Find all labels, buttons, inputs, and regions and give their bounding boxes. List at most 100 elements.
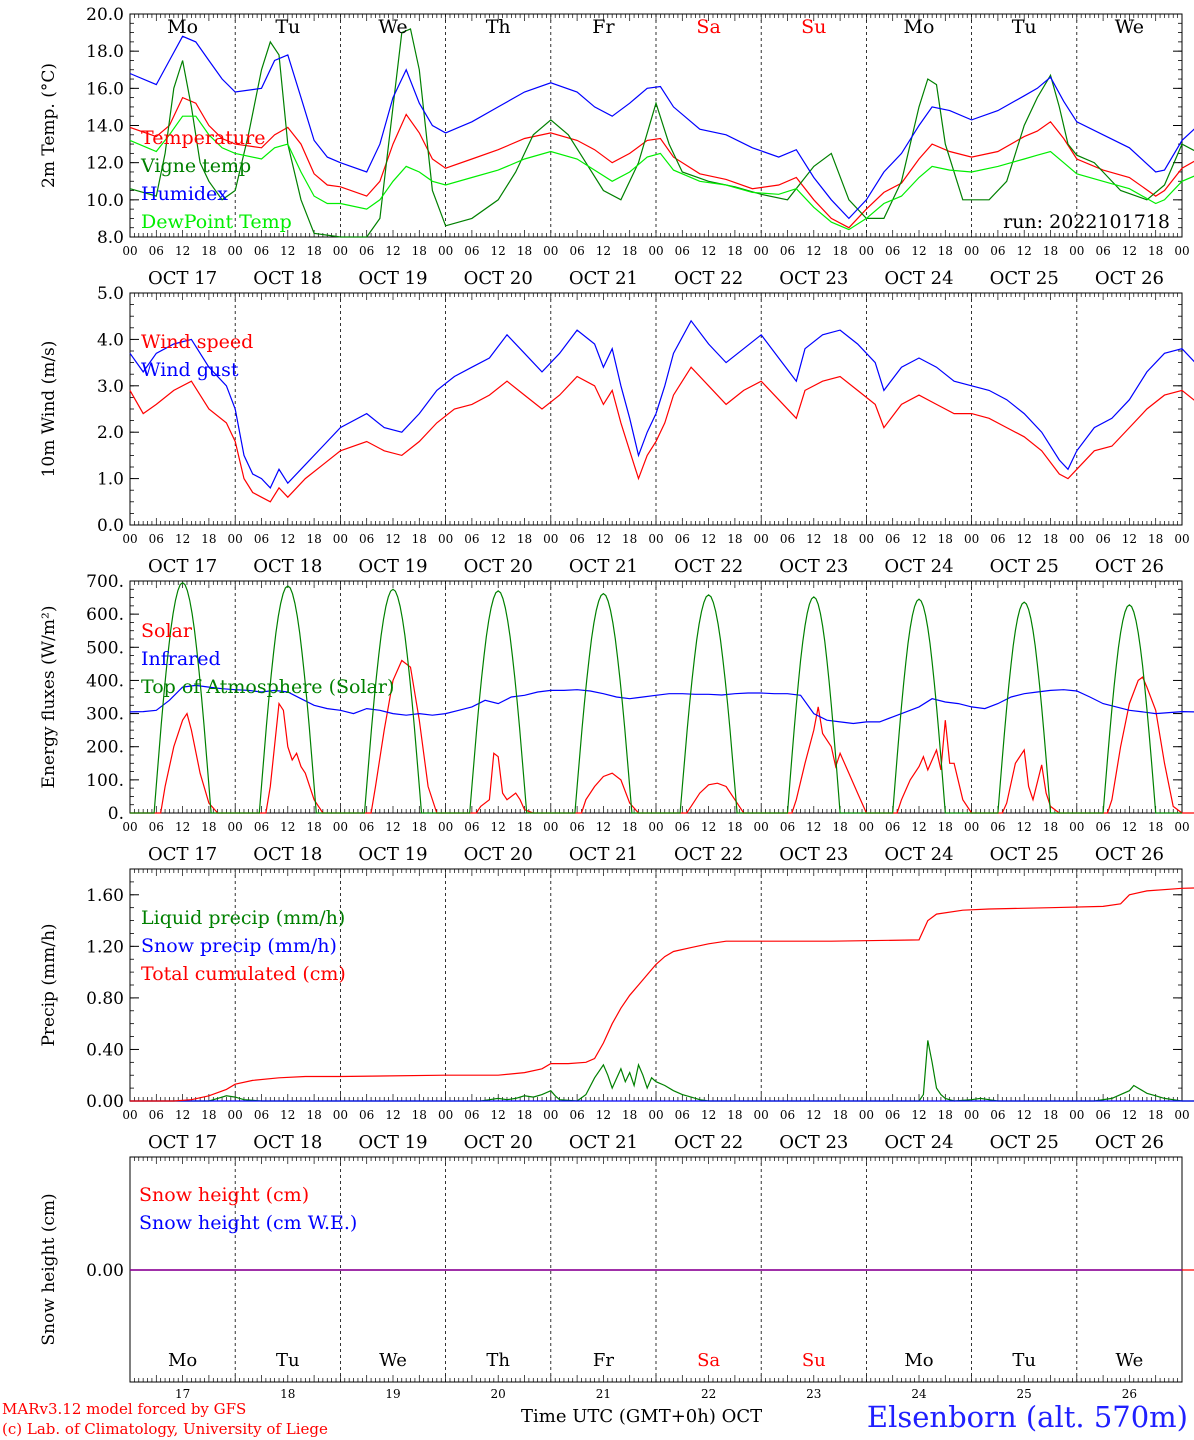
hour-tick-label: 12 (1122, 244, 1137, 258)
hour-tick-label: 00 (1174, 820, 1189, 834)
y-tick-label: 300. (86, 705, 124, 725)
hour-tick-label: 12 (1122, 1108, 1137, 1122)
date-label: OCT 19 (358, 556, 427, 577)
legend-entry: Wind speed (141, 331, 253, 353)
date-label: OCT 21 (569, 844, 638, 865)
series-line (129, 96, 1194, 229)
hour-tick-label: 12 (175, 244, 190, 258)
date-label: OCT 24 (884, 556, 953, 577)
legend-entry: Snow height (cm) (139, 1184, 309, 1206)
y-tick-label: 1.0 (97, 470, 124, 490)
series-line (129, 35, 1194, 220)
hour-tick-label: 06 (990, 820, 1005, 834)
hour-tick-label: 12 (280, 1108, 295, 1122)
hour-tick-label: 18 (517, 244, 532, 258)
hour-tick-label: 18 (1148, 1108, 1163, 1122)
y-tick-label: 8.0 (97, 228, 124, 248)
weekday-label: Th (486, 16, 511, 38)
hour-tick-label: 12 (701, 1108, 716, 1122)
date-label: OCT 20 (464, 844, 533, 865)
legend-entry: Liquid precip (mm/h) (141, 907, 345, 929)
date-label: OCT 20 (464, 1132, 533, 1153)
date-label: OCT 18 (253, 268, 322, 289)
legend-entry: Humidex (141, 183, 228, 205)
hour-tick-label: 06 (1095, 820, 1110, 834)
date-label: OCT 17 (148, 556, 217, 577)
y-tick-label: 12.0 (86, 154, 124, 174)
hour-tick-label: 12 (911, 244, 926, 258)
weekday-label: Mo (167, 16, 198, 38)
hour-tick-label: 12 (491, 244, 506, 258)
date-label: OCT 24 (884, 844, 953, 865)
hour-tick-label: 00 (1174, 1108, 1189, 1122)
series-line (129, 684, 1194, 725)
hour-tick-label: 18 (412, 820, 427, 834)
hour-tick-label: 12 (806, 244, 821, 258)
date-label: OCT 22 (674, 844, 743, 865)
date-label: OCT 19 (358, 844, 427, 865)
date-label: OCT 22 (674, 1132, 743, 1153)
weekday-label: Mo (168, 1350, 197, 1371)
legend-entry: Snow height (cm W.E.) (139, 1212, 357, 1234)
y-tick-label: 200. (86, 738, 124, 758)
hour-tick-label: 18 (1148, 244, 1163, 258)
hour-tick-label: 06 (780, 532, 795, 546)
legend-entry: Top of Atmosphere (Solar) (141, 676, 394, 698)
y-tick-label: 2.0 (97, 423, 124, 443)
hour-tick-label: 00 (438, 532, 453, 546)
date-label: OCT 21 (569, 1132, 638, 1153)
hour-tick-label: 00 (333, 244, 348, 258)
hour-tick-label: 18 (412, 532, 427, 546)
hour-tick-label: 18 (306, 244, 321, 258)
series-line (130, 887, 1194, 1102)
hour-tick-label: 06 (149, 532, 164, 546)
hour-tick-label: 12 (911, 532, 926, 546)
hour-tick-label: 12 (280, 532, 295, 546)
weekday-label: Fr (593, 1350, 614, 1371)
hour-tick-label: 12 (385, 820, 400, 834)
hour-tick-label: 06 (359, 532, 374, 546)
hour-tick-label: 06 (990, 532, 1005, 546)
date-label: OCT 23 (779, 556, 848, 577)
weekday-label: We (1115, 16, 1144, 38)
hour-tick-label: 12 (280, 244, 295, 258)
hour-tick-label: 12 (911, 1108, 926, 1122)
hour-tick-label: 06 (1095, 532, 1110, 546)
hour-tick-label: 00 (648, 244, 663, 258)
y-axis-label: Snow height (cm) (39, 1193, 59, 1345)
hour-tick-label: 06 (1095, 1108, 1110, 1122)
hour-tick-label: 06 (675, 1108, 690, 1122)
hour-tick-label: 18 (832, 532, 847, 546)
hour-tick-label: 00 (859, 1108, 874, 1122)
hour-tick-label: 00 (438, 1108, 453, 1122)
hour-tick-label: 12 (596, 1108, 611, 1122)
hour-tick-label: 00 (228, 532, 243, 546)
hour-tick-label: 00 (648, 1108, 663, 1122)
hour-tick-label: 12 (1017, 532, 1032, 546)
hour-tick-label: 00 (228, 244, 243, 258)
hour-tick-label: 12 (175, 820, 190, 834)
date-label: OCT 26 (1095, 268, 1164, 289)
hour-tick-label: 06 (254, 244, 269, 258)
y-tick-label: 1.20 (86, 937, 124, 957)
hour-tick-label: 06 (675, 820, 690, 834)
day-number-label: 22 (701, 1387, 716, 1401)
hour-tick-label: 06 (254, 532, 269, 546)
y-tick-label: 600. (86, 605, 124, 625)
hour-tick-label: 18 (938, 1108, 953, 1122)
hour-tick-label: 06 (359, 1108, 374, 1122)
hour-tick-label: 00 (543, 1108, 558, 1122)
date-label: OCT 26 (1095, 556, 1164, 577)
hour-tick-label: 12 (701, 820, 716, 834)
weekday-label: Th (486, 1350, 510, 1371)
weekday-label: Su (801, 16, 826, 38)
hour-tick-label: 18 (1043, 244, 1058, 258)
hour-tick-label: 12 (701, 532, 716, 546)
weekday-label: Tu (1012, 1350, 1036, 1371)
hour-tick-label: 00 (964, 532, 979, 546)
y-axis-label: 2m Temp. (°C) (39, 63, 59, 188)
hour-tick-label: 18 (201, 244, 216, 258)
weekday-label: Sa (696, 16, 720, 38)
date-label: OCT 26 (1095, 1132, 1164, 1153)
date-label: OCT 17 (148, 1132, 217, 1153)
